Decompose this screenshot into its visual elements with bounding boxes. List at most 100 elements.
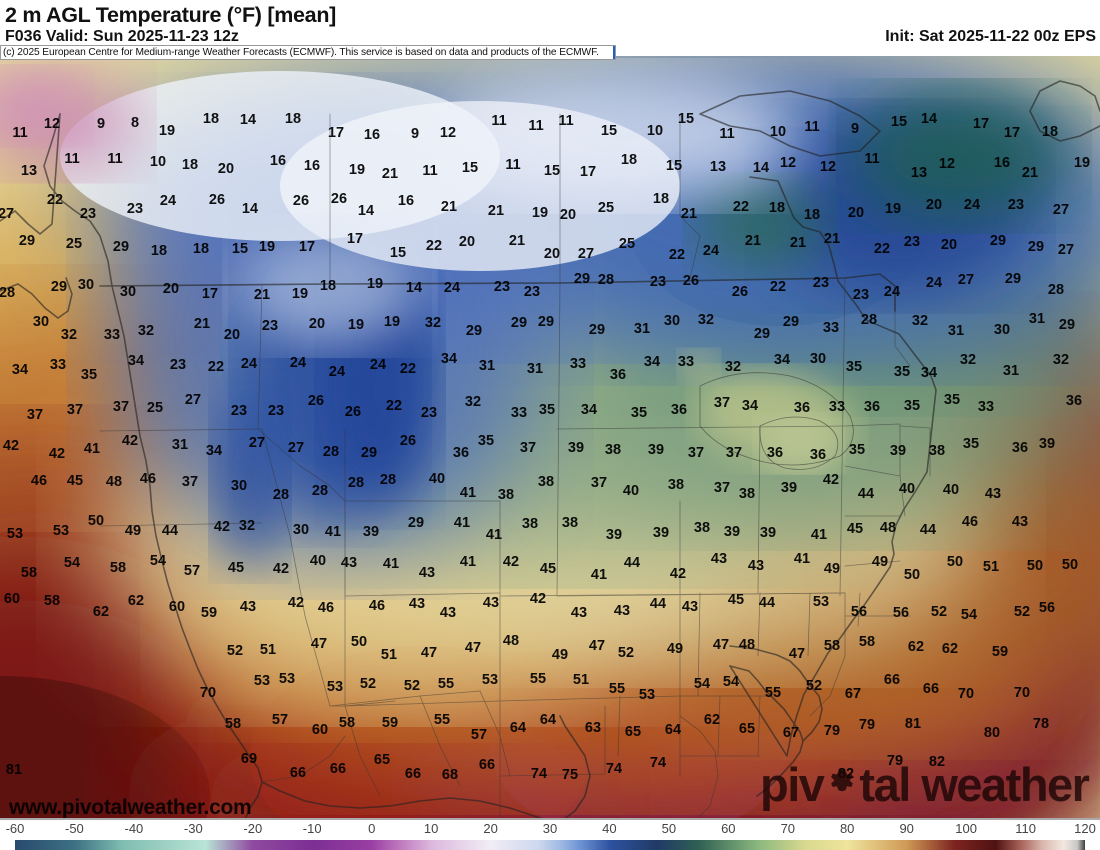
svg-text:11: 11 (64, 151, 79, 167)
svg-text:39: 39 (606, 527, 622, 543)
svg-text:42: 42 (670, 566, 686, 582)
svg-text:29: 29 (51, 279, 67, 295)
svg-text:19: 19 (367, 276, 383, 292)
svg-text:15: 15 (601, 123, 617, 139)
svg-text:47: 47 (789, 646, 805, 662)
svg-text:49: 49 (552, 647, 568, 663)
svg-text:58: 58 (44, 593, 60, 609)
svg-text:44: 44 (624, 555, 640, 571)
svg-text:48: 48 (106, 474, 122, 490)
svg-text:35: 35 (849, 442, 865, 458)
svg-text:18: 18 (769, 200, 785, 216)
svg-text:56: 56 (851, 604, 867, 620)
svg-text:17: 17 (973, 116, 989, 132)
svg-text:39: 39 (568, 440, 584, 456)
svg-text:38: 38 (605, 442, 621, 458)
svg-text:52: 52 (931, 604, 947, 620)
svg-text:67: 67 (783, 725, 799, 741)
svg-text:23: 23 (231, 403, 247, 419)
svg-text:60: 60 (4, 591, 20, 607)
svg-text:50: 50 (947, 554, 963, 570)
svg-text:30: 30 (293, 522, 309, 538)
svg-text:36: 36 (453, 445, 469, 461)
svg-text:33: 33 (104, 327, 120, 343)
svg-text:13: 13 (911, 165, 927, 181)
svg-text:55: 55 (765, 685, 781, 701)
svg-text:24: 24 (370, 357, 386, 373)
svg-text:15: 15 (544, 163, 560, 179)
svg-text:19: 19 (348, 317, 364, 333)
svg-text:66: 66 (290, 765, 306, 781)
svg-text:28: 28 (598, 272, 614, 288)
svg-text:31: 31 (1003, 363, 1019, 379)
svg-text:41: 41 (591, 567, 607, 583)
svg-text:17: 17 (1004, 125, 1020, 141)
svg-text:39: 39 (1039, 436, 1055, 452)
svg-text:23: 23 (127, 201, 143, 217)
svg-text:79: 79 (824, 723, 840, 739)
svg-text:11: 11 (422, 163, 437, 179)
svg-text:32: 32 (912, 313, 928, 329)
svg-text:29: 29 (589, 322, 605, 338)
svg-text:43: 43 (409, 596, 425, 612)
svg-text:58: 58 (21, 565, 37, 581)
svg-text:29: 29 (990, 233, 1006, 249)
svg-text:44: 44 (650, 596, 666, 612)
svg-text:9: 9 (851, 121, 859, 137)
svg-text:66: 66 (330, 761, 346, 777)
svg-text:70: 70 (958, 686, 974, 702)
svg-text:15: 15 (666, 158, 682, 174)
svg-text:48: 48 (880, 520, 896, 536)
svg-text:18: 18 (653, 191, 669, 207)
svg-text:34: 34 (774, 352, 790, 368)
svg-text:34: 34 (921, 365, 937, 381)
svg-text:60: 60 (169, 599, 185, 615)
svg-text:26: 26 (209, 192, 225, 208)
svg-text:14: 14 (921, 111, 937, 127)
svg-text:11: 11 (719, 126, 734, 142)
svg-text:21: 21 (681, 206, 697, 222)
svg-text:31: 31 (479, 358, 495, 374)
svg-text:40: 40 (899, 481, 915, 497)
svg-text:12: 12 (44, 116, 60, 132)
svg-text:32: 32 (1053, 352, 1069, 368)
svg-text:16: 16 (994, 155, 1010, 171)
svg-text:58: 58 (225, 716, 241, 732)
svg-text:20: 20 (218, 161, 234, 177)
svg-text:47: 47 (465, 640, 481, 656)
svg-text:27: 27 (1053, 202, 1069, 218)
svg-text:54: 54 (694, 676, 710, 692)
svg-text:12: 12 (820, 159, 836, 175)
svg-text:27: 27 (288, 440, 304, 456)
svg-text:23: 23 (80, 206, 96, 222)
svg-text:52: 52 (404, 678, 420, 694)
svg-text:31: 31 (172, 437, 188, 453)
svg-text:32: 32 (465, 394, 481, 410)
svg-text:39: 39 (653, 525, 669, 541)
svg-text:20: 20 (309, 316, 325, 332)
svg-text:41: 41 (794, 551, 810, 567)
svg-text:11: 11 (491, 113, 506, 129)
svg-text:18: 18 (151, 243, 167, 259)
svg-text:20: 20 (941, 237, 957, 253)
svg-text:37: 37 (27, 407, 43, 423)
svg-text:18: 18 (193, 241, 209, 257)
svg-text:47: 47 (311, 636, 327, 652)
svg-text:60: 60 (312, 722, 328, 738)
svg-text:23: 23 (813, 275, 829, 291)
svg-text:43: 43 (571, 605, 587, 621)
svg-text:21: 21 (382, 166, 398, 182)
svg-text:53: 53 (482, 672, 498, 688)
svg-text:32: 32 (725, 359, 741, 375)
svg-text:18: 18 (203, 111, 219, 127)
svg-text:66: 66 (479, 757, 495, 773)
svg-text:46: 46 (140, 471, 156, 487)
svg-text:38: 38 (562, 515, 578, 531)
svg-text:19: 19 (1074, 155, 1090, 171)
svg-text:35: 35 (963, 436, 979, 452)
svg-text:21: 21 (824, 231, 840, 247)
svg-text:28: 28 (380, 472, 396, 488)
svg-text:52: 52 (618, 645, 634, 661)
svg-text:37: 37 (520, 440, 536, 456)
svg-text:29: 29 (754, 326, 770, 342)
